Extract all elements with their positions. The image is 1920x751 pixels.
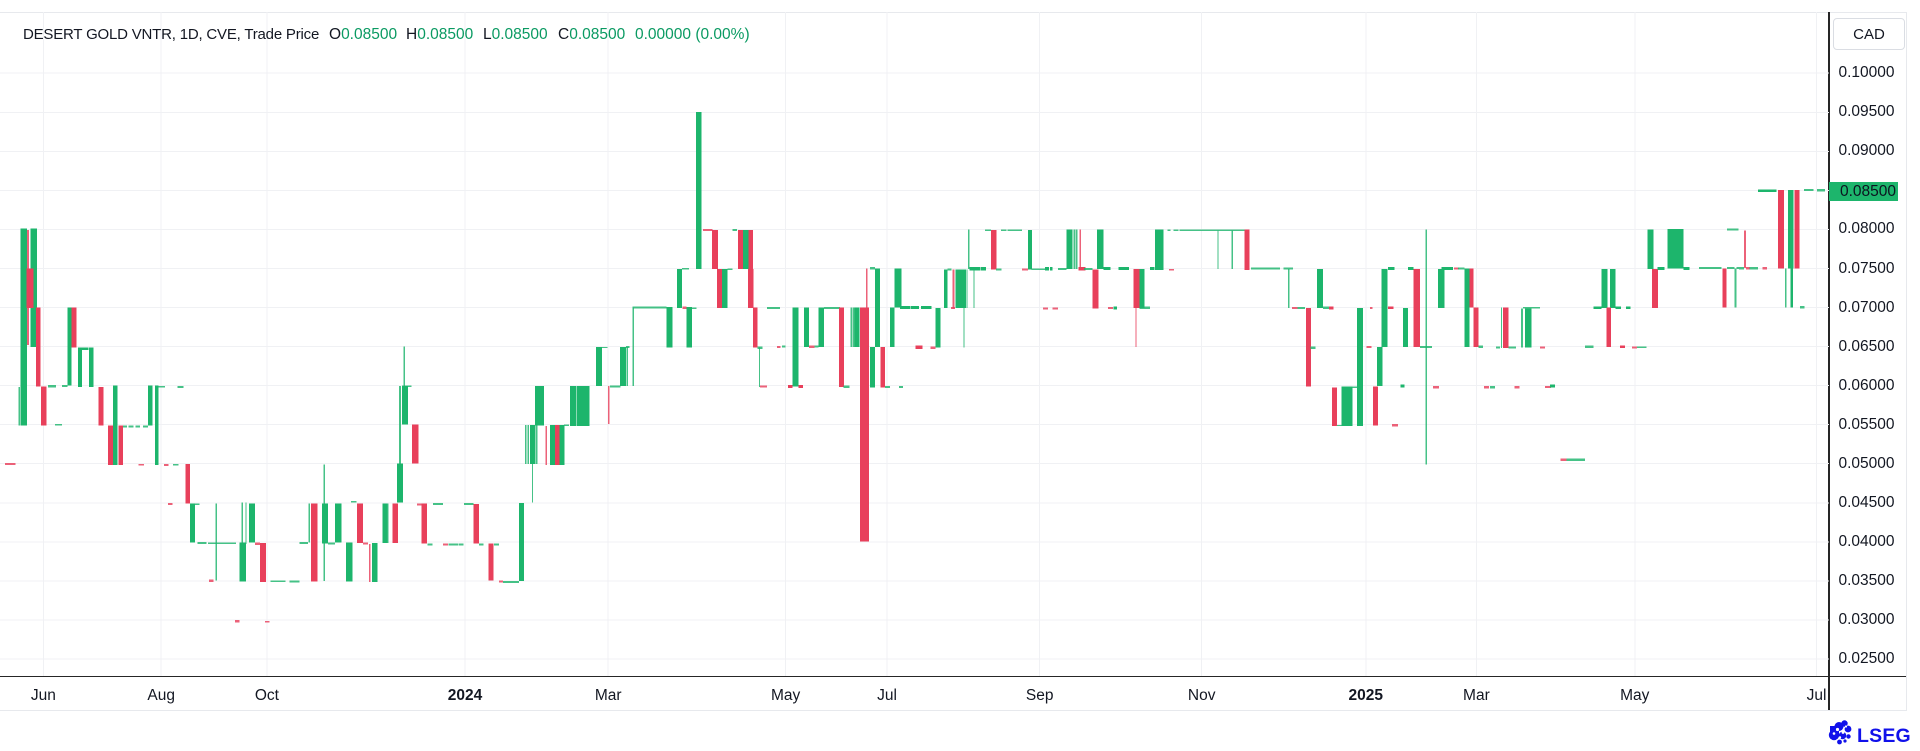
svg-text:LSEG: LSEG [1857, 725, 1911, 747]
